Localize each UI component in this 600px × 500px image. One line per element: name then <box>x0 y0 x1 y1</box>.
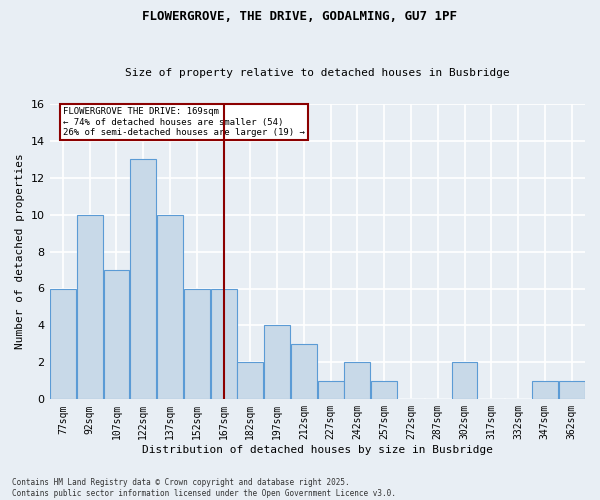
Bar <box>50 288 76 400</box>
Bar <box>77 214 103 400</box>
Bar <box>452 362 478 400</box>
Text: FLOWERGROVE THE DRIVE: 169sqm
← 74% of detached houses are smaller (54)
26% of s: FLOWERGROVE THE DRIVE: 169sqm ← 74% of d… <box>63 108 305 138</box>
Bar <box>104 270 130 400</box>
Bar <box>184 288 210 400</box>
Bar <box>532 381 558 400</box>
Bar <box>238 362 263 400</box>
Text: Contains HM Land Registry data © Crown copyright and database right 2025.
Contai: Contains HM Land Registry data © Crown c… <box>12 478 396 498</box>
Bar <box>211 288 236 400</box>
Bar <box>264 326 290 400</box>
Title: Size of property relative to detached houses in Busbridge: Size of property relative to detached ho… <box>125 68 509 78</box>
Bar <box>371 381 397 400</box>
Text: FLOWERGROVE, THE DRIVE, GODALMING, GU7 1PF: FLOWERGROVE, THE DRIVE, GODALMING, GU7 1… <box>143 10 458 23</box>
Bar <box>157 214 183 400</box>
Y-axis label: Number of detached properties: Number of detached properties <box>15 154 25 350</box>
Bar <box>344 362 370 400</box>
Bar <box>318 381 344 400</box>
Bar <box>130 159 156 400</box>
X-axis label: Distribution of detached houses by size in Busbridge: Distribution of detached houses by size … <box>142 445 493 455</box>
Bar <box>291 344 317 400</box>
Bar <box>559 381 584 400</box>
